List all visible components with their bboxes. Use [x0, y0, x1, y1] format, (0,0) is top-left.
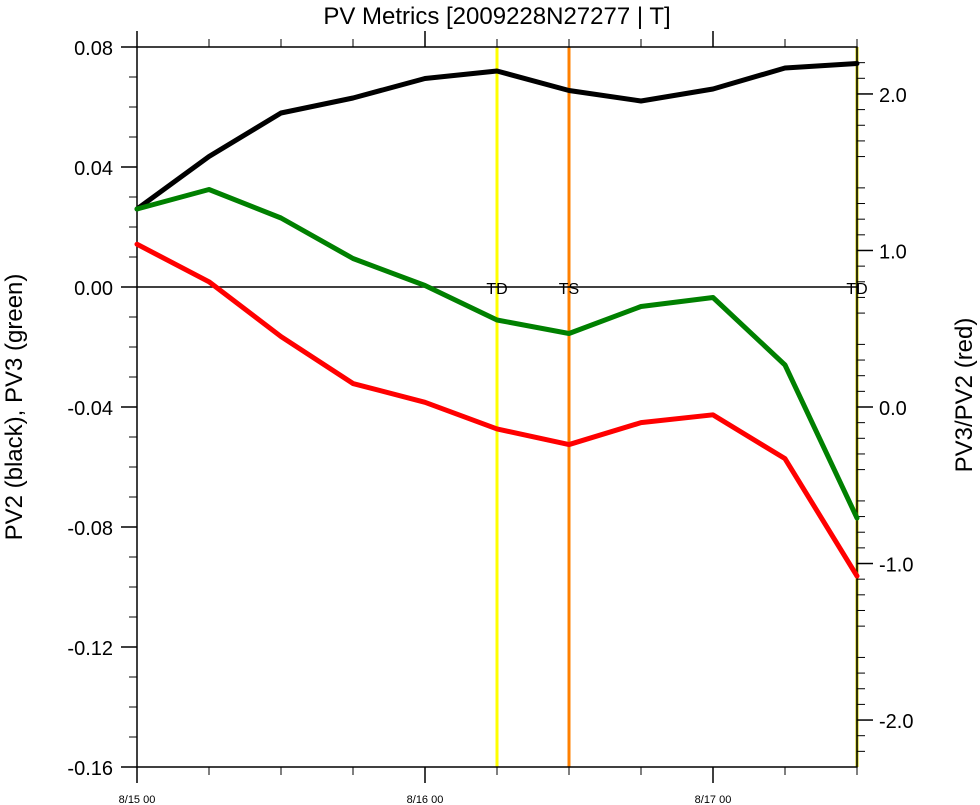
- x-tick-label: 8/16 00: [407, 794, 444, 805]
- y-right-tick-label: 1.0: [879, 241, 907, 263]
- y-left-tick-label: 0.04: [74, 158, 113, 180]
- y-right-tick-label: 2.0: [879, 85, 907, 107]
- y-left-tick-label: 0.08: [74, 38, 113, 60]
- y-left-tick-label: -0.12: [67, 638, 113, 660]
- y-left-tick-label: -0.08: [67, 518, 113, 540]
- y-right-tick-label: 0.0: [879, 398, 907, 420]
- plot-area: TD TS TD-0.16-0.12-0.08-0.040.000.040.08-2…: [67, 31, 913, 805]
- x-tick-label: 8/17 00: [695, 794, 732, 805]
- y-right-tick-label: -2.0: [879, 711, 913, 733]
- series-line-1: [134, 187, 860, 521]
- series-line-0: [134, 61, 860, 212]
- stage-label-1: TS: [559, 281, 579, 298]
- y-left-tick-label: 0.00: [74, 278, 113, 300]
- stage-label-0: TD: [486, 281, 507, 298]
- chart-title: PV Metrics [2009228N27277 | T]: [323, 3, 670, 30]
- series-line-2: [134, 241, 860, 579]
- y-left-tick-label: -0.04: [67, 398, 113, 420]
- y-axis-label-right: PV3/PV2 (red): [951, 318, 978, 473]
- y-axis-label-left: PV2 (black), PV3 (green): [1, 274, 28, 541]
- y-right-tick-label: -1.0: [879, 555, 913, 577]
- y-left-tick-label: -0.16: [67, 758, 113, 780]
- x-tick-label: 8/15 00: [119, 794, 156, 805]
